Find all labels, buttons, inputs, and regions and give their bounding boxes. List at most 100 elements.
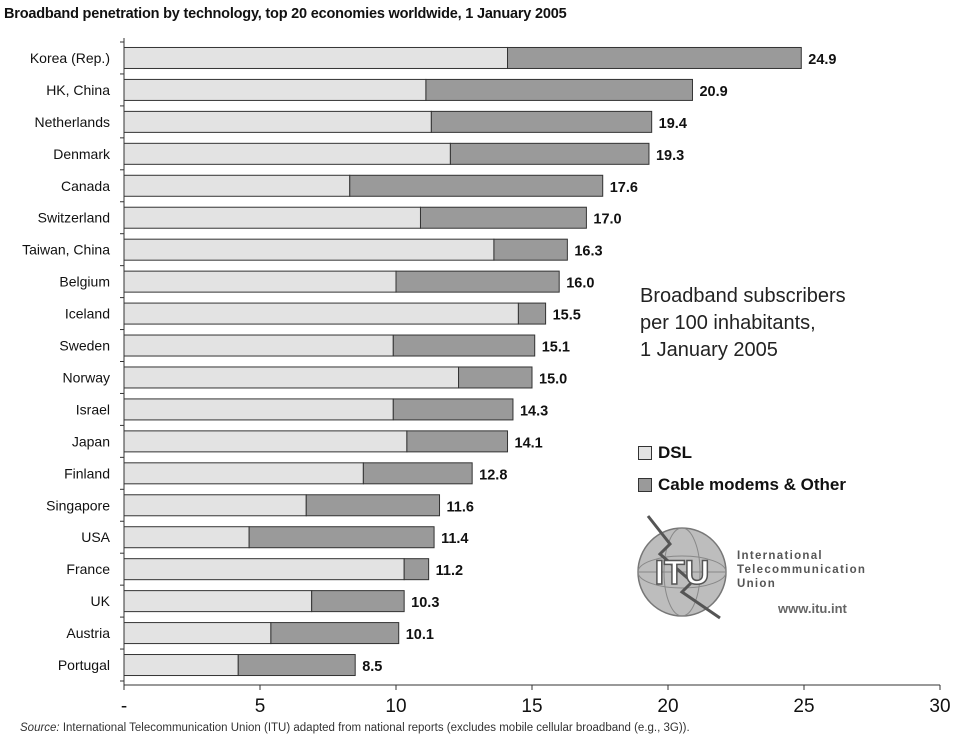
- x-tick-label: 10: [385, 696, 406, 717]
- bar-dsl: [123, 494, 307, 517]
- category-label: UK: [91, 593, 111, 609]
- total-label: 8.5: [362, 659, 382, 675]
- category-label: Austria: [66, 625, 110, 641]
- annotation-line-3: 1 January 2005: [640, 339, 778, 361]
- bar-dsl: [123, 206, 421, 229]
- total-label: 15.1: [542, 340, 570, 356]
- category-label: Finland: [64, 465, 110, 481]
- itu-logo-icon: ITU: [637, 515, 727, 620]
- itu-name: International Telecommunication Union: [737, 549, 866, 591]
- category-label: France: [66, 561, 110, 577]
- total-label: 11.2: [436, 563, 463, 579]
- x-tick-label: 5: [255, 696, 266, 717]
- category-label: HK, China: [46, 82, 110, 98]
- source-text: International Telecommunication Union (I…: [62, 722, 690, 734]
- total-label: 20.9: [699, 84, 727, 100]
- category-label: Canada: [61, 178, 110, 194]
- source-prefix: Source:: [20, 722, 60, 734]
- annotation-line-1: Broadband subscribers: [640, 285, 846, 307]
- total-label: 15.5: [553, 308, 581, 324]
- bar-cable: [507, 46, 802, 69]
- category-label: Iceland: [65, 306, 110, 322]
- total-label: 10.3: [411, 595, 439, 611]
- bar-cable: [493, 238, 568, 261]
- bar-dsl: [123, 334, 394, 357]
- total-label: 14.3: [520, 403, 548, 419]
- category-label: Singapore: [46, 497, 110, 513]
- annotation-line-2: per 100 inhabitants,: [640, 312, 816, 334]
- total-label: 24.9: [808, 52, 836, 68]
- bar-cable: [248, 526, 435, 549]
- total-label: 11.4: [441, 531, 468, 547]
- bar-cable: [406, 430, 509, 453]
- x-tick-label: 20: [657, 696, 678, 717]
- chart-annotation: Broadband subscribers per 100 inhabitant…: [640, 283, 846, 364]
- category-label: Israel: [76, 401, 110, 417]
- bar-cable: [392, 398, 514, 421]
- total-label: 12.8: [479, 467, 507, 483]
- bar-cable: [517, 302, 547, 325]
- total-label: 10.1: [406, 627, 434, 643]
- total-label: 11.6: [447, 499, 474, 515]
- bar-dsl: [123, 110, 432, 133]
- bar-dsl: [123, 238, 495, 261]
- legend-label-cable: Cable modems & Other: [658, 475, 846, 494]
- category-label: Korea (Rep.): [30, 50, 110, 66]
- bar-cable: [349, 174, 604, 197]
- bar-dsl: [123, 366, 460, 389]
- itu-name-line-1: International: [737, 550, 823, 562]
- category-label: Japan: [72, 433, 110, 449]
- itu-logo-letters: ITU: [655, 554, 710, 592]
- legend-label-dsl: DSL: [658, 443, 692, 462]
- total-label: 16.3: [574, 244, 602, 260]
- category-label: Portugal: [58, 657, 110, 673]
- bar-dsl: [123, 654, 239, 677]
- legend-item-cable: Cable modems & Other: [638, 469, 846, 501]
- legend-swatch-dsl: [638, 446, 652, 460]
- category-label: Taiwan, China: [22, 242, 110, 258]
- legend-item-dsl: DSL: [638, 437, 846, 469]
- bar-dsl: [123, 590, 313, 613]
- itu-url: www.itu.int: [778, 601, 847, 616]
- x-tick-label: 25: [793, 696, 814, 717]
- total-label: 19.4: [659, 116, 687, 132]
- category-label: Norway: [63, 369, 110, 385]
- chart-title: Broadband penetration by technology, top…: [4, 6, 567, 22]
- bar-dsl: [123, 78, 427, 101]
- bar-cable: [419, 206, 587, 229]
- bar-dsl: [123, 430, 408, 453]
- bar-dsl: [123, 526, 250, 549]
- itu-name-line-3: Union: [737, 578, 777, 590]
- category-label: Denmark: [53, 146, 111, 162]
- total-label: 17.6: [610, 180, 638, 196]
- bar-dsl: [123, 174, 351, 197]
- bar-dsl: [123, 462, 364, 485]
- category-label: USA: [81, 529, 110, 545]
- bar-dsl: [123, 46, 509, 69]
- bar-dsl: [123, 558, 405, 581]
- total-label: 15.0: [539, 371, 567, 387]
- bar-dsl: [123, 142, 451, 165]
- total-label: 14.1: [515, 435, 543, 451]
- source-note: Source: International Telecommunication …: [20, 722, 690, 734]
- total-label: 16.0: [566, 276, 594, 292]
- bar-cable: [430, 110, 653, 133]
- bar-cable: [392, 334, 536, 357]
- x-tick-label: 15: [521, 696, 542, 717]
- bar-cable: [362, 462, 473, 485]
- bar-cable: [449, 142, 650, 165]
- legend-swatch-cable: [638, 478, 652, 492]
- category-label: Sweden: [59, 338, 110, 354]
- bar-dsl: [123, 302, 519, 325]
- category-label: Netherlands: [35, 114, 111, 130]
- bar-dsl: [123, 270, 397, 293]
- bar-dsl: [123, 622, 272, 645]
- bar-cable: [458, 366, 533, 389]
- bar-cable: [395, 270, 560, 293]
- legend: DSL Cable modems & Other: [638, 437, 846, 501]
- total-label: 19.3: [656, 148, 684, 164]
- x-tick-label: 30: [929, 696, 950, 717]
- bar-cable: [403, 558, 430, 581]
- category-label: Belgium: [59, 274, 110, 290]
